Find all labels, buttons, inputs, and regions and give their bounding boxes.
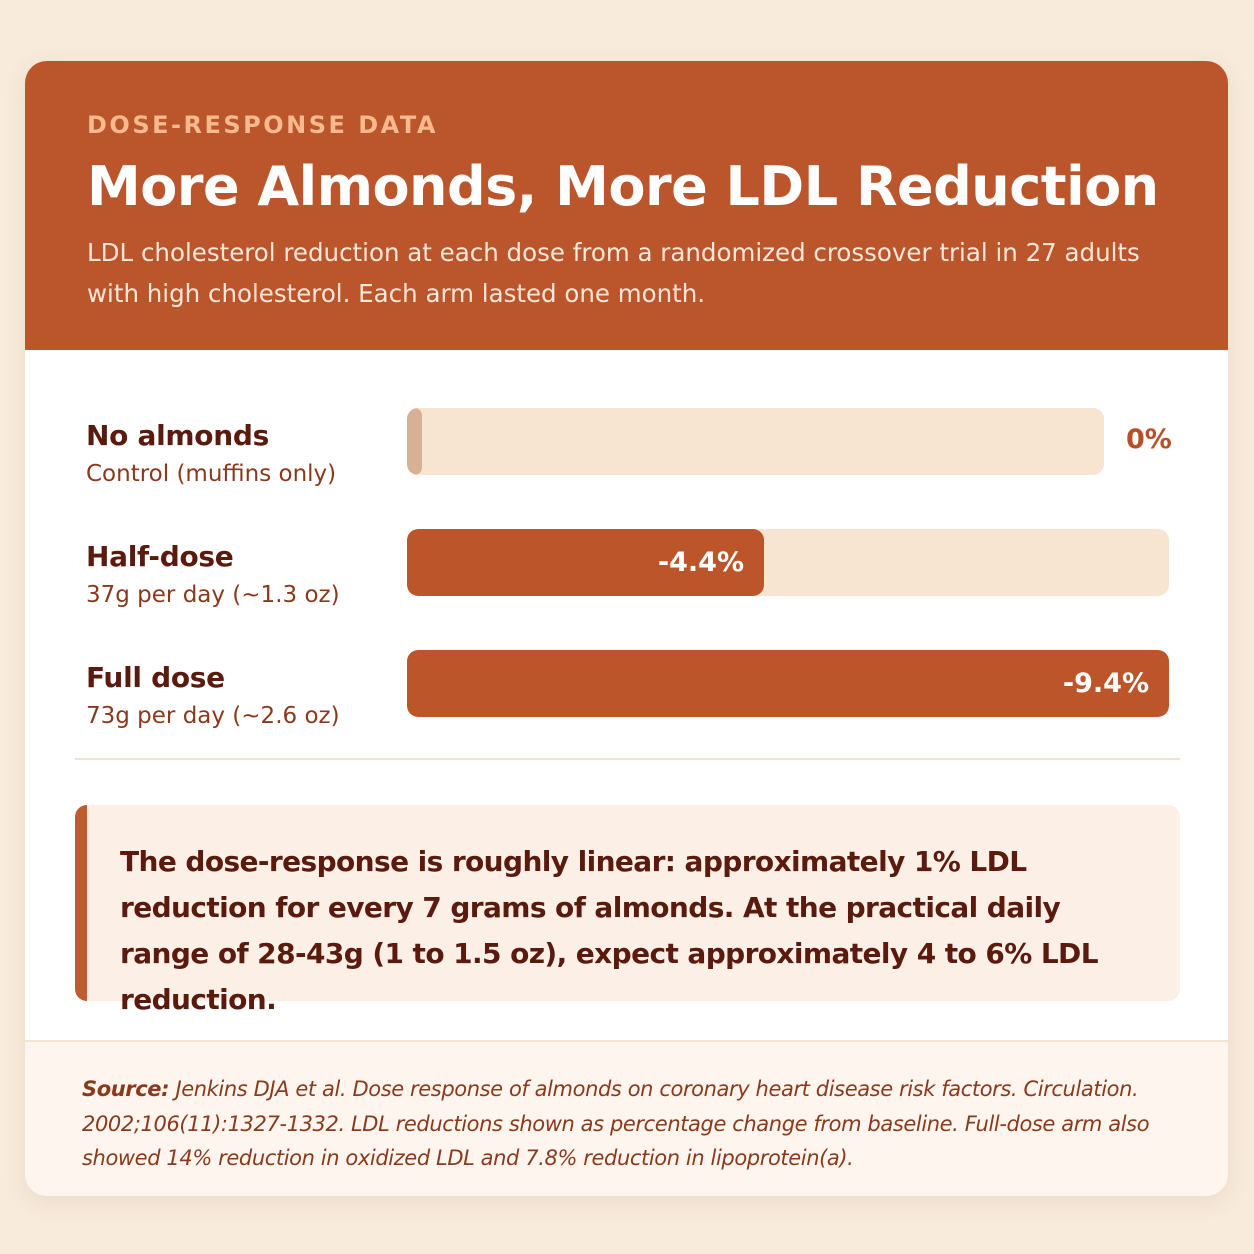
bar-chart: No almonds Control (muffins only) 0% Half-d… [25, 350, 1228, 830]
source-footer: Source: Jenkins DJA et al. Dose response… [25, 1040, 1228, 1196]
bar-value-label: 0% [1126, 424, 1172, 455]
category-label: Full dose [86, 661, 225, 694]
category-label: Half-dose [86, 540, 234, 573]
category-label: No almonds [86, 419, 269, 452]
bar-track-1: -4.4% [407, 529, 1169, 596]
page-title: More Almonds, More LDL Reduction [87, 155, 1159, 218]
bar-value-label: -4.4% [657, 547, 744, 578]
source-label: Source: [82, 1077, 170, 1101]
bar-value-label: -9.4% [1062, 668, 1149, 699]
infographic-card: DOSE-RESPONSE DATA More Almonds, More LD… [25, 61, 1228, 1196]
category-sublabel: 37g per day (~1.3 oz) [86, 582, 340, 608]
callout-text: The dose-response is roughly linear: app… [120, 845, 1099, 1016]
bar-0 [407, 408, 422, 475]
bar-track-0 [407, 408, 1104, 475]
category-sublabel: 73g per day (~2.6 oz) [86, 703, 340, 729]
bar-label-1: Half-dose 37g per day (~1.3 oz) [86, 540, 340, 608]
key-takeaway-callout: The dose-response is roughly linear: app… [75, 805, 1180, 1016]
bar-label-2: Full dose 73g per day (~2.6 oz) [86, 661, 340, 729]
source-text: Jenkins DJA et al. Dose response of almo… [82, 1077, 1150, 1170]
bar-label-0: No almonds Control (muffins only) [86, 419, 336, 487]
page-subtitle: LDL cholesterol reduction at each dose f… [87, 238, 1140, 308]
divider [75, 758, 1180, 760]
bar-track-2: -9.4% [407, 650, 1169, 717]
header: DOSE-RESPONSE DATA More Almonds, More LD… [25, 61, 1228, 350]
source-citation: Source: Jenkins DJA et al. Dose response… [82, 1072, 1178, 1176]
category-sublabel: Control (muffins only) [86, 461, 337, 487]
eyebrow-label: DOSE-RESPONSE DATA [87, 111, 438, 139]
bar-1: -4.4% [407, 529, 764, 596]
bar-2: -9.4% [407, 650, 1169, 717]
